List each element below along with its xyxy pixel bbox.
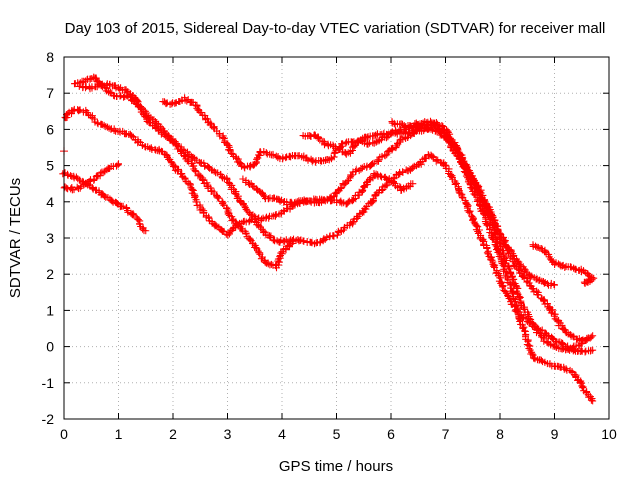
y-tick-label: 0 [46, 339, 54, 355]
y-axis-label: SDTVAR / TECUs [7, 178, 24, 298]
x-tick-label: 4 [278, 426, 286, 442]
x-tick-label: 1 [115, 426, 123, 442]
y-tick-label: 1 [46, 302, 54, 318]
point-markers [388, 117, 591, 354]
x-axis-label: GPS time / hours [279, 458, 393, 475]
x-tick-label: 8 [496, 426, 504, 442]
y-tick-label: -2 [42, 411, 55, 427]
data-points [59, 73, 598, 405]
x-tick-label: 9 [551, 426, 559, 442]
series-track-9 [388, 117, 591, 354]
y-tick-label: 4 [46, 194, 54, 210]
grid [64, 57, 609, 419]
x-tick-label: 10 [601, 426, 617, 442]
chart-title: Day 103 of 2015, Sidereal Day-to-day VTE… [65, 20, 606, 37]
y-tick-label: 5 [46, 158, 54, 174]
x-tick-label: 0 [60, 426, 68, 442]
point-markers [529, 241, 598, 287]
x-tick-label: 7 [442, 426, 450, 442]
tick-labels: 0 1 2 3 4 5 6 7 8 9 10 -2 -1 0 1 2 3 4 5 6 7 8 [42, 49, 617, 442]
ticks [63, 56, 610, 420]
point-markers [61, 105, 597, 356]
y-tick-label: -1 [42, 375, 55, 391]
y-tick-label: 7 [46, 85, 54, 101]
x-tick-label: 5 [333, 426, 341, 442]
y-tick-label: 3 [46, 230, 54, 246]
y-tick-label: 6 [46, 121, 54, 137]
x-tick-label: 6 [387, 426, 395, 442]
y-tick-label: 8 [46, 49, 54, 65]
series-track-3 [61, 105, 597, 356]
series-track-10 [529, 241, 598, 287]
x-tick-label: 3 [224, 426, 232, 442]
y-tick-label: 2 [46, 266, 54, 282]
x-tick-label: 2 [169, 426, 177, 442]
